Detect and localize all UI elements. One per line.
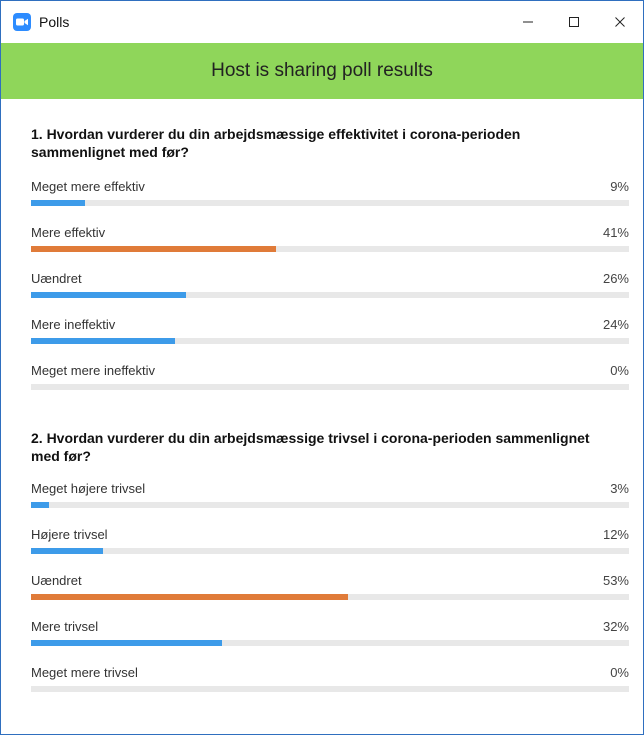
option-label: Meget mere trivsel [31, 665, 138, 680]
option-row: Uændret 26% [31, 271, 629, 317]
option-percent: 24% [602, 317, 629, 332]
option-percent: 0% [610, 363, 629, 378]
option-row: Mere trivsel 32% [31, 619, 629, 665]
maximize-icon [569, 17, 579, 27]
option-label: Højere trivsel [31, 527, 108, 542]
title-bar[interactable]: Polls [1, 1, 643, 43]
option-row: Meget højere trivsel 3% [31, 481, 629, 527]
close-button[interactable] [597, 1, 643, 43]
result-bar-track [31, 594, 629, 600]
option-percent: 41% [602, 225, 629, 240]
result-bar-track [31, 686, 629, 692]
option-percent: 12% [602, 527, 629, 542]
result-bar-track [31, 246, 629, 252]
question-1-text: 1. Hvordan vurderer du din arbejdsmæssig… [31, 126, 521, 160]
option-label: Mere effektiv [31, 225, 106, 240]
window-controls [505, 1, 643, 43]
minimize-icon [523, 21, 533, 23]
result-bar-track [31, 502, 629, 508]
banner-text: Host is sharing poll results [211, 60, 433, 81]
minimize-button[interactable] [505, 1, 551, 43]
option-label: Meget mere effektiv [31, 179, 145, 194]
option-label: Uændret [31, 271, 82, 286]
zoom-camera-icon [13, 13, 31, 31]
question-block-2: 2. Hvordan vurderer du din arbejdsmæssig… [31, 429, 629, 711]
result-bar-fill [31, 640, 223, 646]
close-icon [615, 17, 625, 27]
result-bar-track [31, 200, 629, 206]
option-row: Meget mere ineffektiv 0% [31, 363, 629, 409]
option-label: Mere trivsel [31, 619, 99, 634]
option-percent: 32% [602, 619, 629, 634]
result-bar-track [31, 384, 629, 390]
result-bar-fill [31, 292, 187, 298]
option-row: Meget mere trivsel 0% [31, 665, 629, 711]
result-bar-track [31, 338, 629, 344]
question-2-text: 2. Hvordan vurderer du din arbejdsmæssig… [31, 430, 590, 464]
result-bar-track [31, 548, 629, 554]
option-row: Meget mere effektiv 9% [31, 179, 629, 225]
result-bar-fill [31, 548, 103, 554]
option-label: Meget højere trivsel [31, 481, 146, 496]
option-row: Uændret 53% [31, 573, 629, 619]
result-bar-track [31, 640, 629, 646]
result-bar-fill [31, 338, 175, 344]
question-block-1: 1. Hvordan vurderer du din arbejdsmæssig… [31, 125, 629, 409]
result-bar-fill [31, 594, 348, 600]
option-percent: 0% [610, 665, 629, 680]
result-bar-track [31, 292, 629, 298]
option-row: Mere effektiv 41% [31, 225, 629, 271]
result-bar-fill [31, 200, 85, 206]
option-row: Højere trivsel 12% [31, 527, 629, 573]
sharing-banner: Host is sharing poll results [1, 43, 643, 99]
option-label: Uændret [31, 573, 82, 588]
option-percent: 9% [610, 179, 629, 194]
option-label: Mere ineffektiv [31, 317, 116, 332]
result-bar-fill [31, 502, 49, 508]
result-bar-fill [31, 246, 277, 252]
option-percent: 3% [610, 481, 629, 496]
option-percent: 26% [602, 271, 629, 286]
option-label: Meget mere ineffektiv [31, 363, 156, 378]
option-percent: 53% [602, 573, 629, 588]
option-row: Mere ineffektiv 24% [31, 317, 629, 363]
window-title: Polls [39, 14, 70, 30]
maximize-button[interactable] [551, 1, 597, 43]
poll-results: 1. Hvordan vurderer du din arbejdsmæssig… [1, 125, 643, 711]
